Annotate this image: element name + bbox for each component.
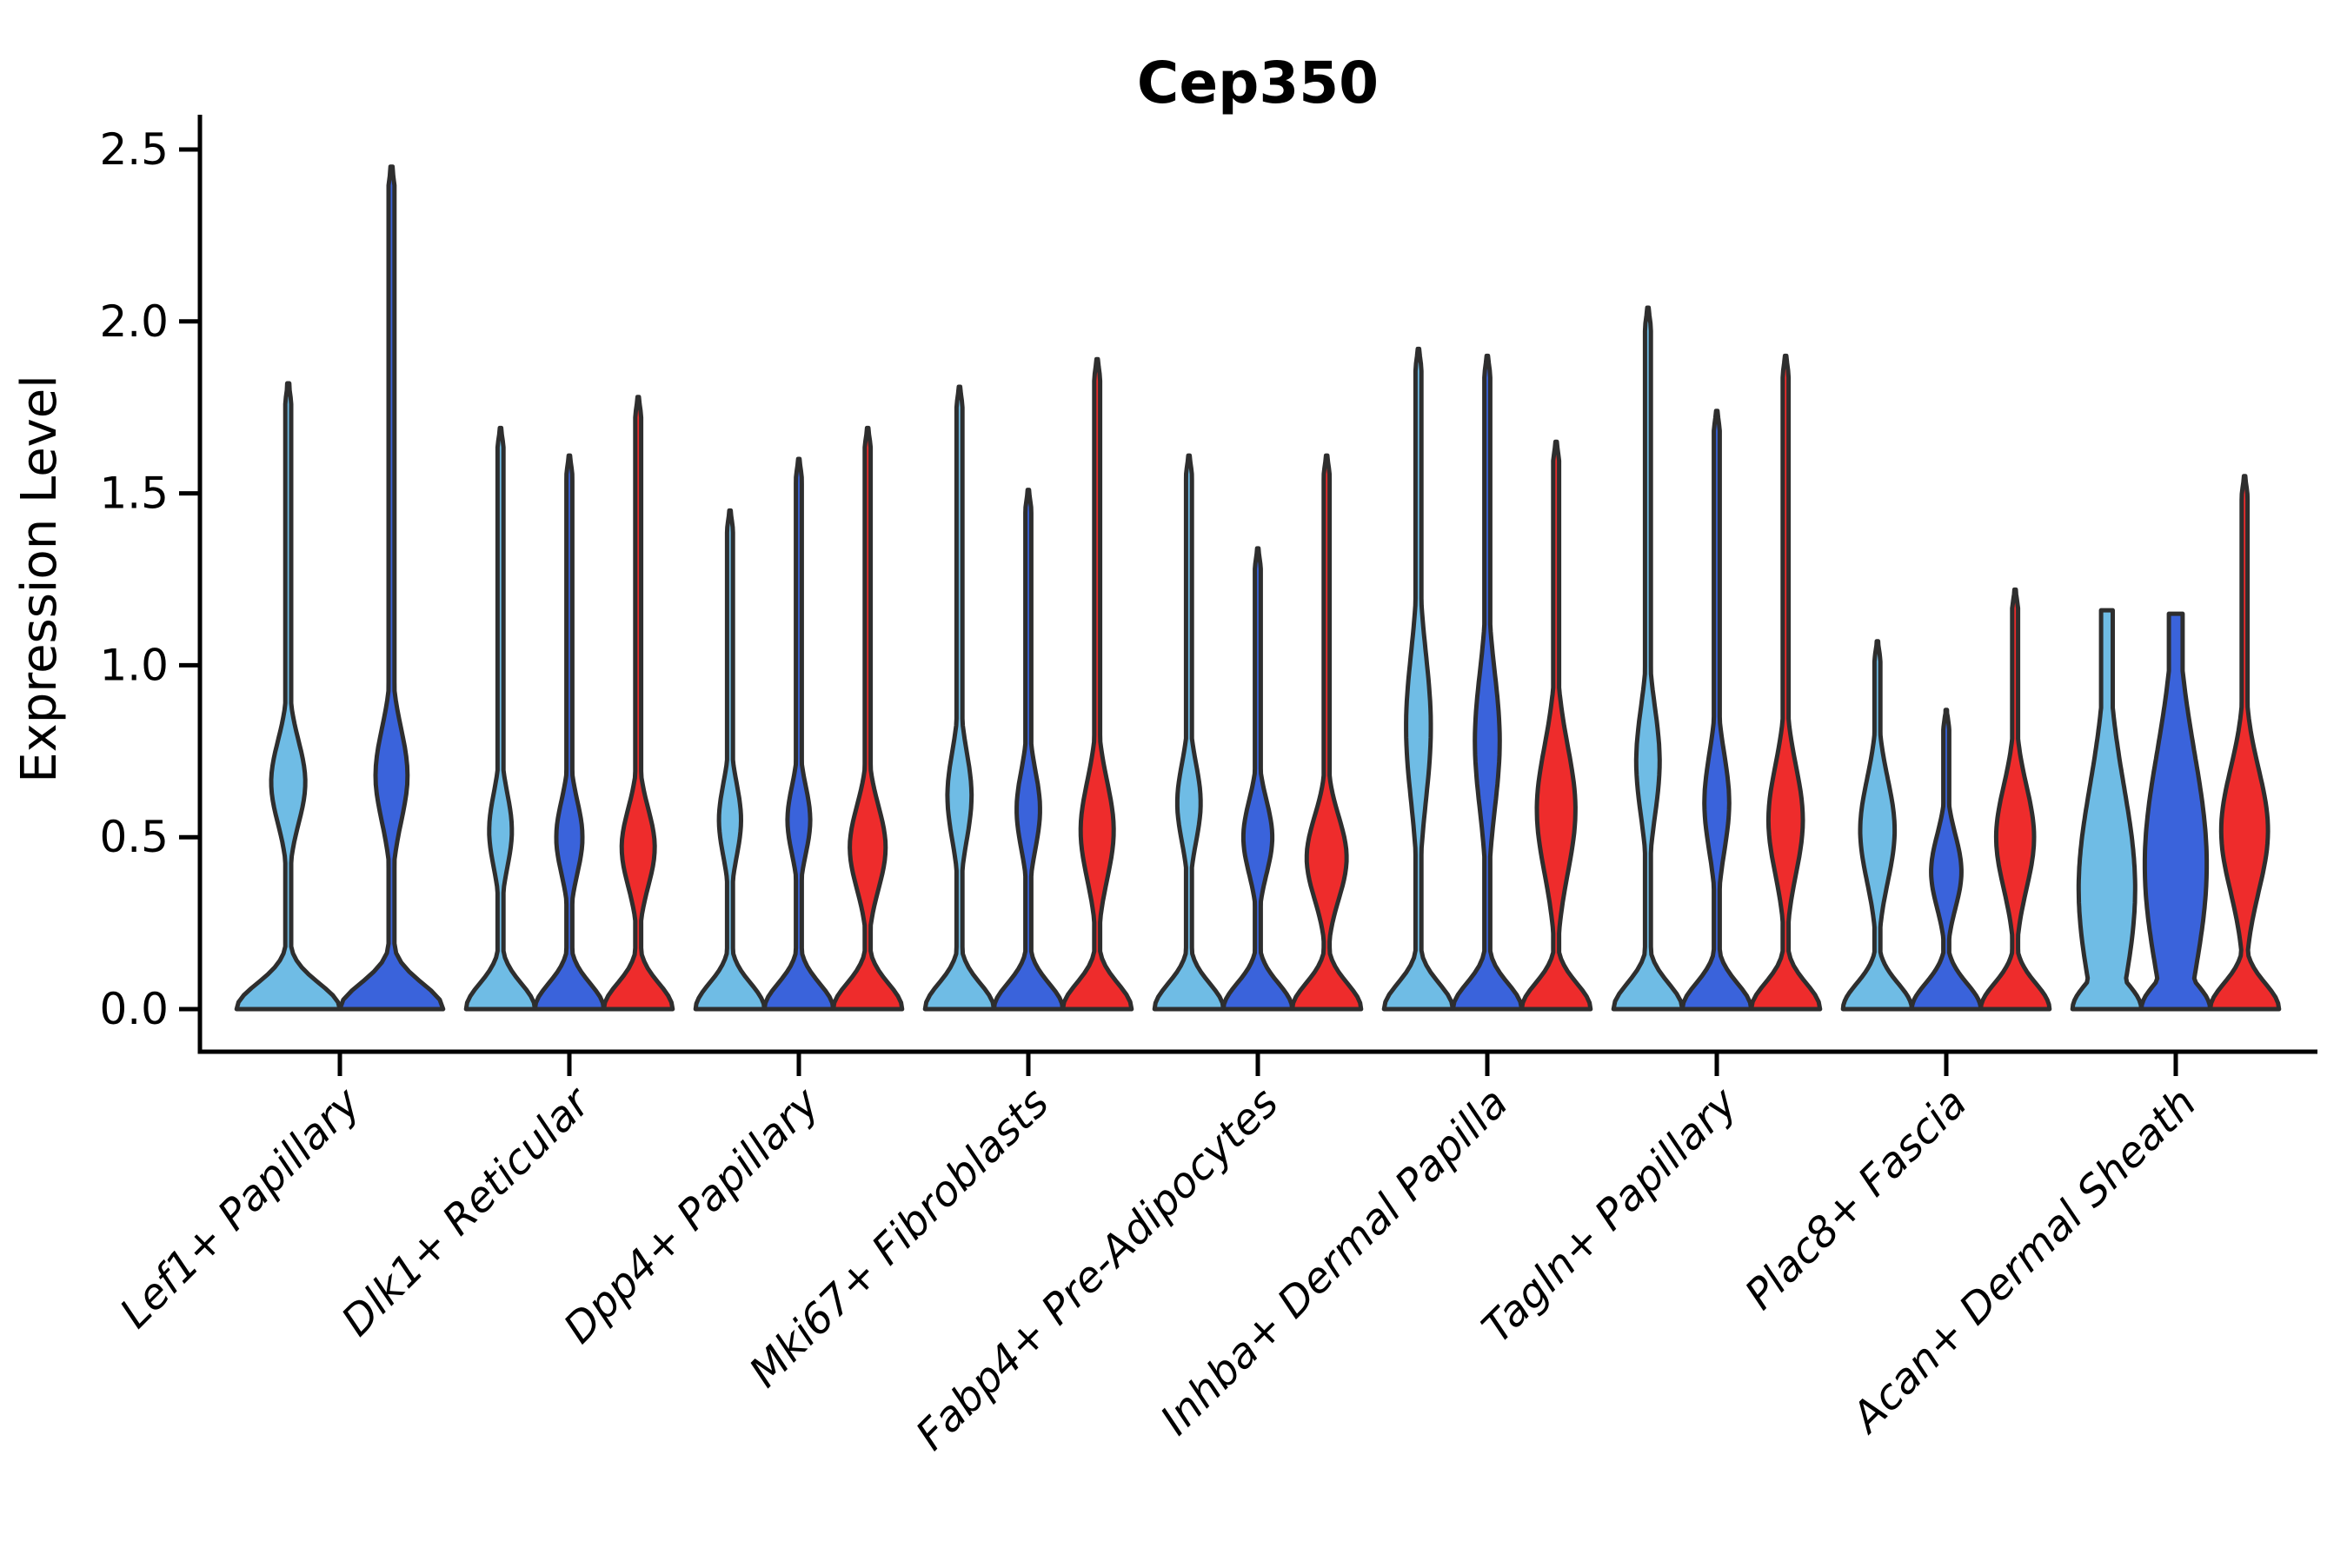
violin-inhba-dermal-papilla-dark_blue [1450,353,1525,1012]
x-tick-label-dlk1-reticular: Dlk1+ Reticular [332,1077,602,1346]
violin-dpp4-papillary-light_blue [693,508,767,1012]
x-tick-label-lef1-papillary: Lef1+ Papillary [110,1078,370,1338]
violin-fabp4-pre-adipocytes-light_blue [1152,453,1226,1012]
violin-plac8-fascia-red [1978,587,2052,1012]
y-tick-label: 0.5 [99,812,169,862]
y-tick-label: 2.0 [99,296,169,347]
violin-dpp4-papillary-dark_blue [761,456,836,1012]
violin-plac8-fascia-dark_blue [1909,708,1984,1012]
violin-acan-dermal-sheath-light_blue [2070,608,2144,1012]
violin-plac8-fascia-light_blue [1840,639,1914,1012]
violin-shapes [234,164,2282,1012]
violin-tagln-papillary-dark_blue [1679,409,1754,1012]
y-tick-label: 0.0 [99,984,169,1034]
violin-mki67-fibroblasts-dark_blue [991,488,1066,1012]
violin-dpp4-papillary-red [831,425,905,1012]
x-tick-label-plac8-fascia: Plac8+ Fascia [1736,1079,1977,1319]
y-tick-label: 1.0 [99,640,169,690]
violin-mki67-fibroblasts-red [1060,356,1134,1012]
violin-mki67-fibroblasts-light_blue [922,384,996,1012]
violin-acan-dermal-sheath-dark_blue [2138,611,2213,1012]
violin-dlk1-reticular-light_blue [463,425,537,1012]
x-tick-label-fabp4-pre-adipocytes: Fabp4+ Pre-Adipocytes [907,1079,1288,1460]
violin-fabp4-pre-adipocytes-dark_blue [1220,546,1295,1012]
chart-title: Cep350 [1137,50,1379,116]
violin-acan-dermal-sheath-red [2208,474,2282,1012]
y-axis-label: Expression Level [11,375,68,783]
y-axis-ticks: 0.0 0.5 1.0 1.5 2.0 2.5 [99,124,200,1034]
violin-dlk1-reticular-red [602,395,675,1012]
x-tick-label-tagln-papillary: Tagln+ Papillary [1473,1078,1747,1352]
y-tick-label: 1.5 [99,468,169,519]
x-tick-label-dpp4-papillary: Dpp4+ Papillary [555,1078,829,1352]
violin-tagln-papillary-red [1749,353,1823,1012]
y-tick-label: 2.5 [99,124,169,175]
violin-dlk1-reticular-dark_blue [532,453,607,1012]
violin-lef1-papillary-dark_blue [337,164,446,1012]
violin-inhba-dermal-papilla-light_blue [1381,346,1455,1012]
violin-fabp4-pre-adipocytes-red [1290,453,1364,1012]
violin-inhba-dermal-papilla-red [1519,439,1593,1012]
violin-tagln-papillary-light_blue [1611,305,1685,1012]
violin-lef1-papillary-light_blue [234,381,342,1012]
